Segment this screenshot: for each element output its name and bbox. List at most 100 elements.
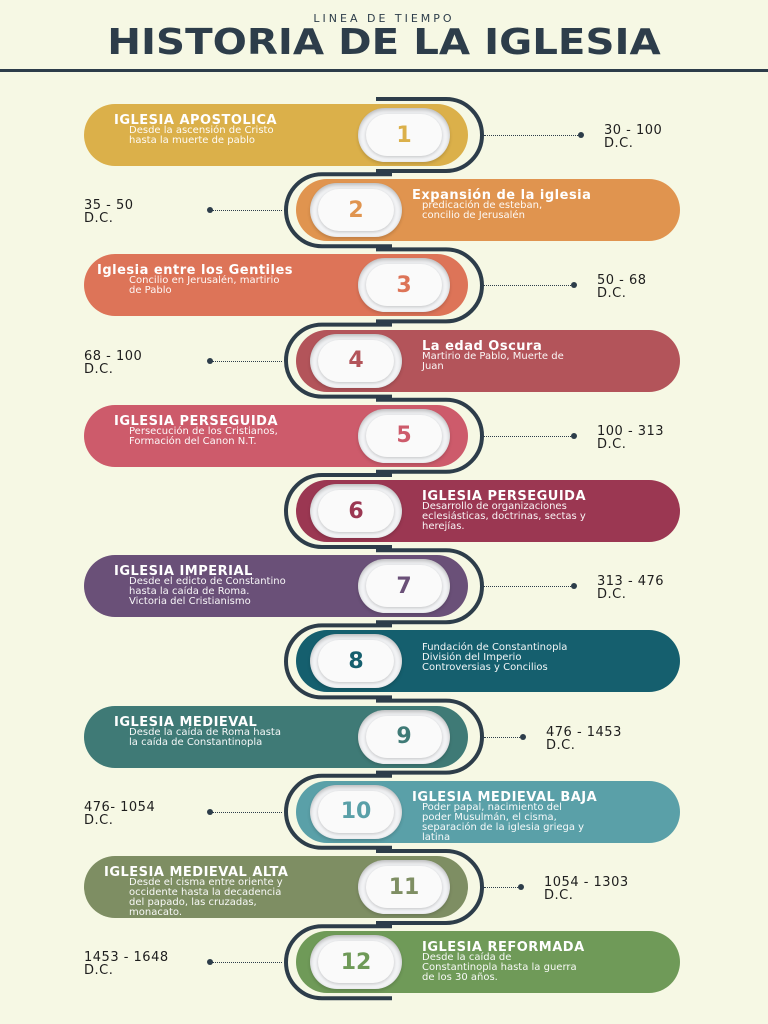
item-title: IGLESIA MEDIEVAL BAJA: [412, 789, 598, 805]
item-title: IGLESIA PERSEGUIDA: [422, 489, 587, 504]
step-number-badge: 8: [310, 634, 402, 689]
item-title: IGLESIA REFORMADA: [422, 940, 585, 956]
step-number: 10: [318, 790, 394, 833]
item-title: Iglesia entre los Gentiles: [97, 263, 294, 279]
connector-dot: [578, 132, 584, 138]
item-description: Desde la ascensión de Cristo hasta la mue…: [129, 126, 274, 146]
description-line: monacato.: [129, 907, 182, 918]
description-line: de Pablo: [129, 285, 172, 297]
date-connector: [484, 285, 573, 287]
date-line: D.C.: [597, 286, 627, 302]
connector-dot: [571, 432, 577, 439]
date-line: D.C.: [84, 812, 114, 828]
step-number-badge: 11: [358, 860, 450, 914]
connector-dot: [571, 282, 577, 289]
item-description: Fundación de Constantinopla División del …: [422, 643, 567, 673]
date-line: 35 - 50: [84, 198, 134, 214]
description-line: herejías.: [422, 521, 465, 532]
item-title: IGLESIA MEDIEVAL: [114, 714, 258, 730]
step-number-badge: 10: [310, 784, 402, 839]
step-number-badge: 4: [310, 333, 402, 388]
date-line: D.C.: [546, 737, 576, 753]
date-line: 1054 - 1303: [544, 875, 629, 890]
date-connector: [212, 811, 282, 813]
item-description: Desde el cisma entre oriente y occidente …: [129, 878, 283, 918]
step-number: 6: [318, 490, 394, 532]
track-segment: [376, 548, 484, 625]
step-number: 11: [366, 866, 442, 908]
item-date: 1054 - 1303 D.C.: [544, 876, 629, 902]
description-line: Victoria del Cristianismo: [129, 596, 251, 608]
step-number: 7: [366, 565, 442, 608]
item-date: 313 - 476 D.C.: [597, 575, 664, 601]
step-number-badge: 6: [310, 484, 402, 538]
description-line: Desde la ascensión de Cristo: [129, 125, 274, 136]
item-description: Desde la caída de Roma hasta la caída de …: [129, 726, 281, 748]
description-line: hasta la caída de Roma.: [129, 586, 250, 598]
date-line: 1453 - 1648: [84, 950, 169, 966]
item-date: 68 - 100 D.C.: [84, 350, 142, 376]
item-date: 30 - 100 D.C.: [604, 124, 662, 150]
connector-dot: [571, 583, 577, 590]
description-line: concilio de Jerusalén: [422, 210, 525, 222]
item-title: IGLESIA APOSTOLICA: [114, 113, 278, 128]
item-date: 35 - 50 D.C.: [84, 199, 134, 225]
date-line: 476 - 1453: [546, 724, 622, 740]
description-line: Desarrollo de organizaciones: [422, 501, 567, 512]
date-line: D.C.: [597, 436, 627, 452]
track-segment: [284, 172, 392, 249]
date-line: 30 - 100: [604, 123, 663, 138]
step-number-badge: 3: [358, 258, 450, 313]
description-line: Formación del Canon N.T.: [129, 435, 257, 447]
track-segment: [284, 322, 392, 399]
connector-dot: [207, 207, 213, 214]
track-segment: [284, 773, 392, 850]
item-description: Concilio en Jerusalén, martirio de Pablo: [129, 276, 279, 296]
step-number: 9: [366, 715, 442, 758]
date-connector: [484, 736, 522, 738]
date-connector: [484, 887, 520, 888]
description-line: eclesiásticas, doctrinas, sectas y: [422, 511, 586, 522]
date-line: D.C.: [544, 888, 574, 903]
description-line: Desde la caída de Roma hasta: [129, 726, 281, 738]
connector-dot: [207, 808, 213, 815]
step-number: 1: [366, 114, 442, 156]
track-segment: [376, 97, 484, 173]
item-description: Desarrollo de organizaciones eclesiástica…: [422, 502, 586, 532]
track-segment: [284, 623, 392, 700]
description-line: División del Imperio: [422, 652, 522, 664]
date-line: 50 - 68: [597, 273, 647, 289]
description-line: separación de la iglesia griega y: [422, 821, 585, 833]
date-line: 68 - 100: [84, 348, 143, 364]
date-connector: [484, 135, 580, 136]
item-description: Martirio de Pablo, Muerte de Juan: [422, 351, 564, 372]
description-line: Controversias y Concilios: [422, 662, 548, 674]
date-connector: [212, 360, 282, 362]
date-line: 313 - 476: [597, 574, 665, 590]
step-number: 8: [318, 640, 394, 683]
date-line: D.C.: [84, 211, 114, 227]
item-title: IGLESIA MEDIEVAL ALTA: [104, 865, 289, 880]
item-description: Desde el edicto de Constantino hasta la c…: [129, 577, 286, 607]
page-subtitle: LINEA DE TIEMPO: [313, 12, 455, 25]
date-connector: [484, 435, 573, 437]
track-segment: [284, 924, 392, 1001]
item-title: IGLESIA PERSEGUIDA: [114, 413, 279, 429]
step-number: 4: [318, 339, 394, 382]
connector-dot: [207, 959, 213, 966]
title-underline: [0, 69, 768, 72]
description-line: poder Musulmán, el cisma,: [422, 811, 557, 823]
page-title: HISTORIA DE LA IGLESIA: [107, 22, 661, 63]
description-line: Desde el cisma entre oriente y: [129, 877, 283, 888]
date-line: 476- 1054: [84, 799, 156, 815]
item-description: Desde la caída de Constantinopla hasta la…: [422, 953, 577, 983]
item-date: 50 - 68 D.C.: [597, 274, 647, 300]
item-title: Expansión de la iglesia: [412, 188, 592, 204]
item-title: La edad Oscura: [422, 338, 543, 354]
description-line: Desde la caída de: [422, 952, 512, 964]
track-segment: [376, 397, 484, 474]
step-number: 5: [366, 414, 442, 457]
item-date: 1453 - 1648 D.C.: [84, 951, 169, 977]
track-segment: [284, 473, 392, 549]
